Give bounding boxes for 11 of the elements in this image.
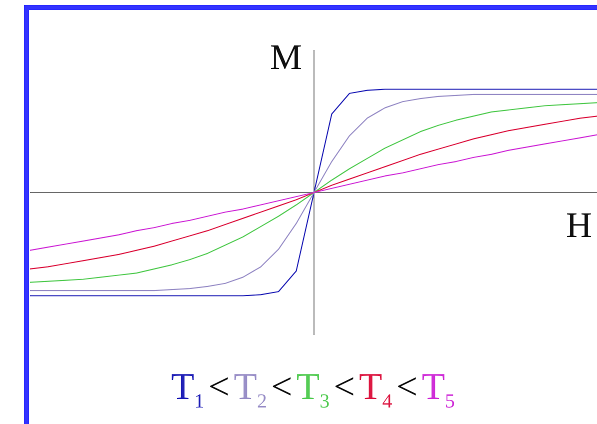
text: < [396, 366, 418, 408]
text: < [208, 366, 230, 408]
text: T$_{3}$ [296, 366, 330, 413]
series-label: T$_{1}$ [171, 366, 204, 413]
text: T$_{5}$ [422, 366, 455, 413]
text: < [334, 366, 356, 408]
x-axis-title: H [566, 205, 592, 245]
text: T$_{4}$ [359, 366, 392, 413]
y-axis-title: M [270, 37, 302, 77]
text: T$_{2}$ [234, 366, 267, 413]
text: < [270, 366, 292, 408]
